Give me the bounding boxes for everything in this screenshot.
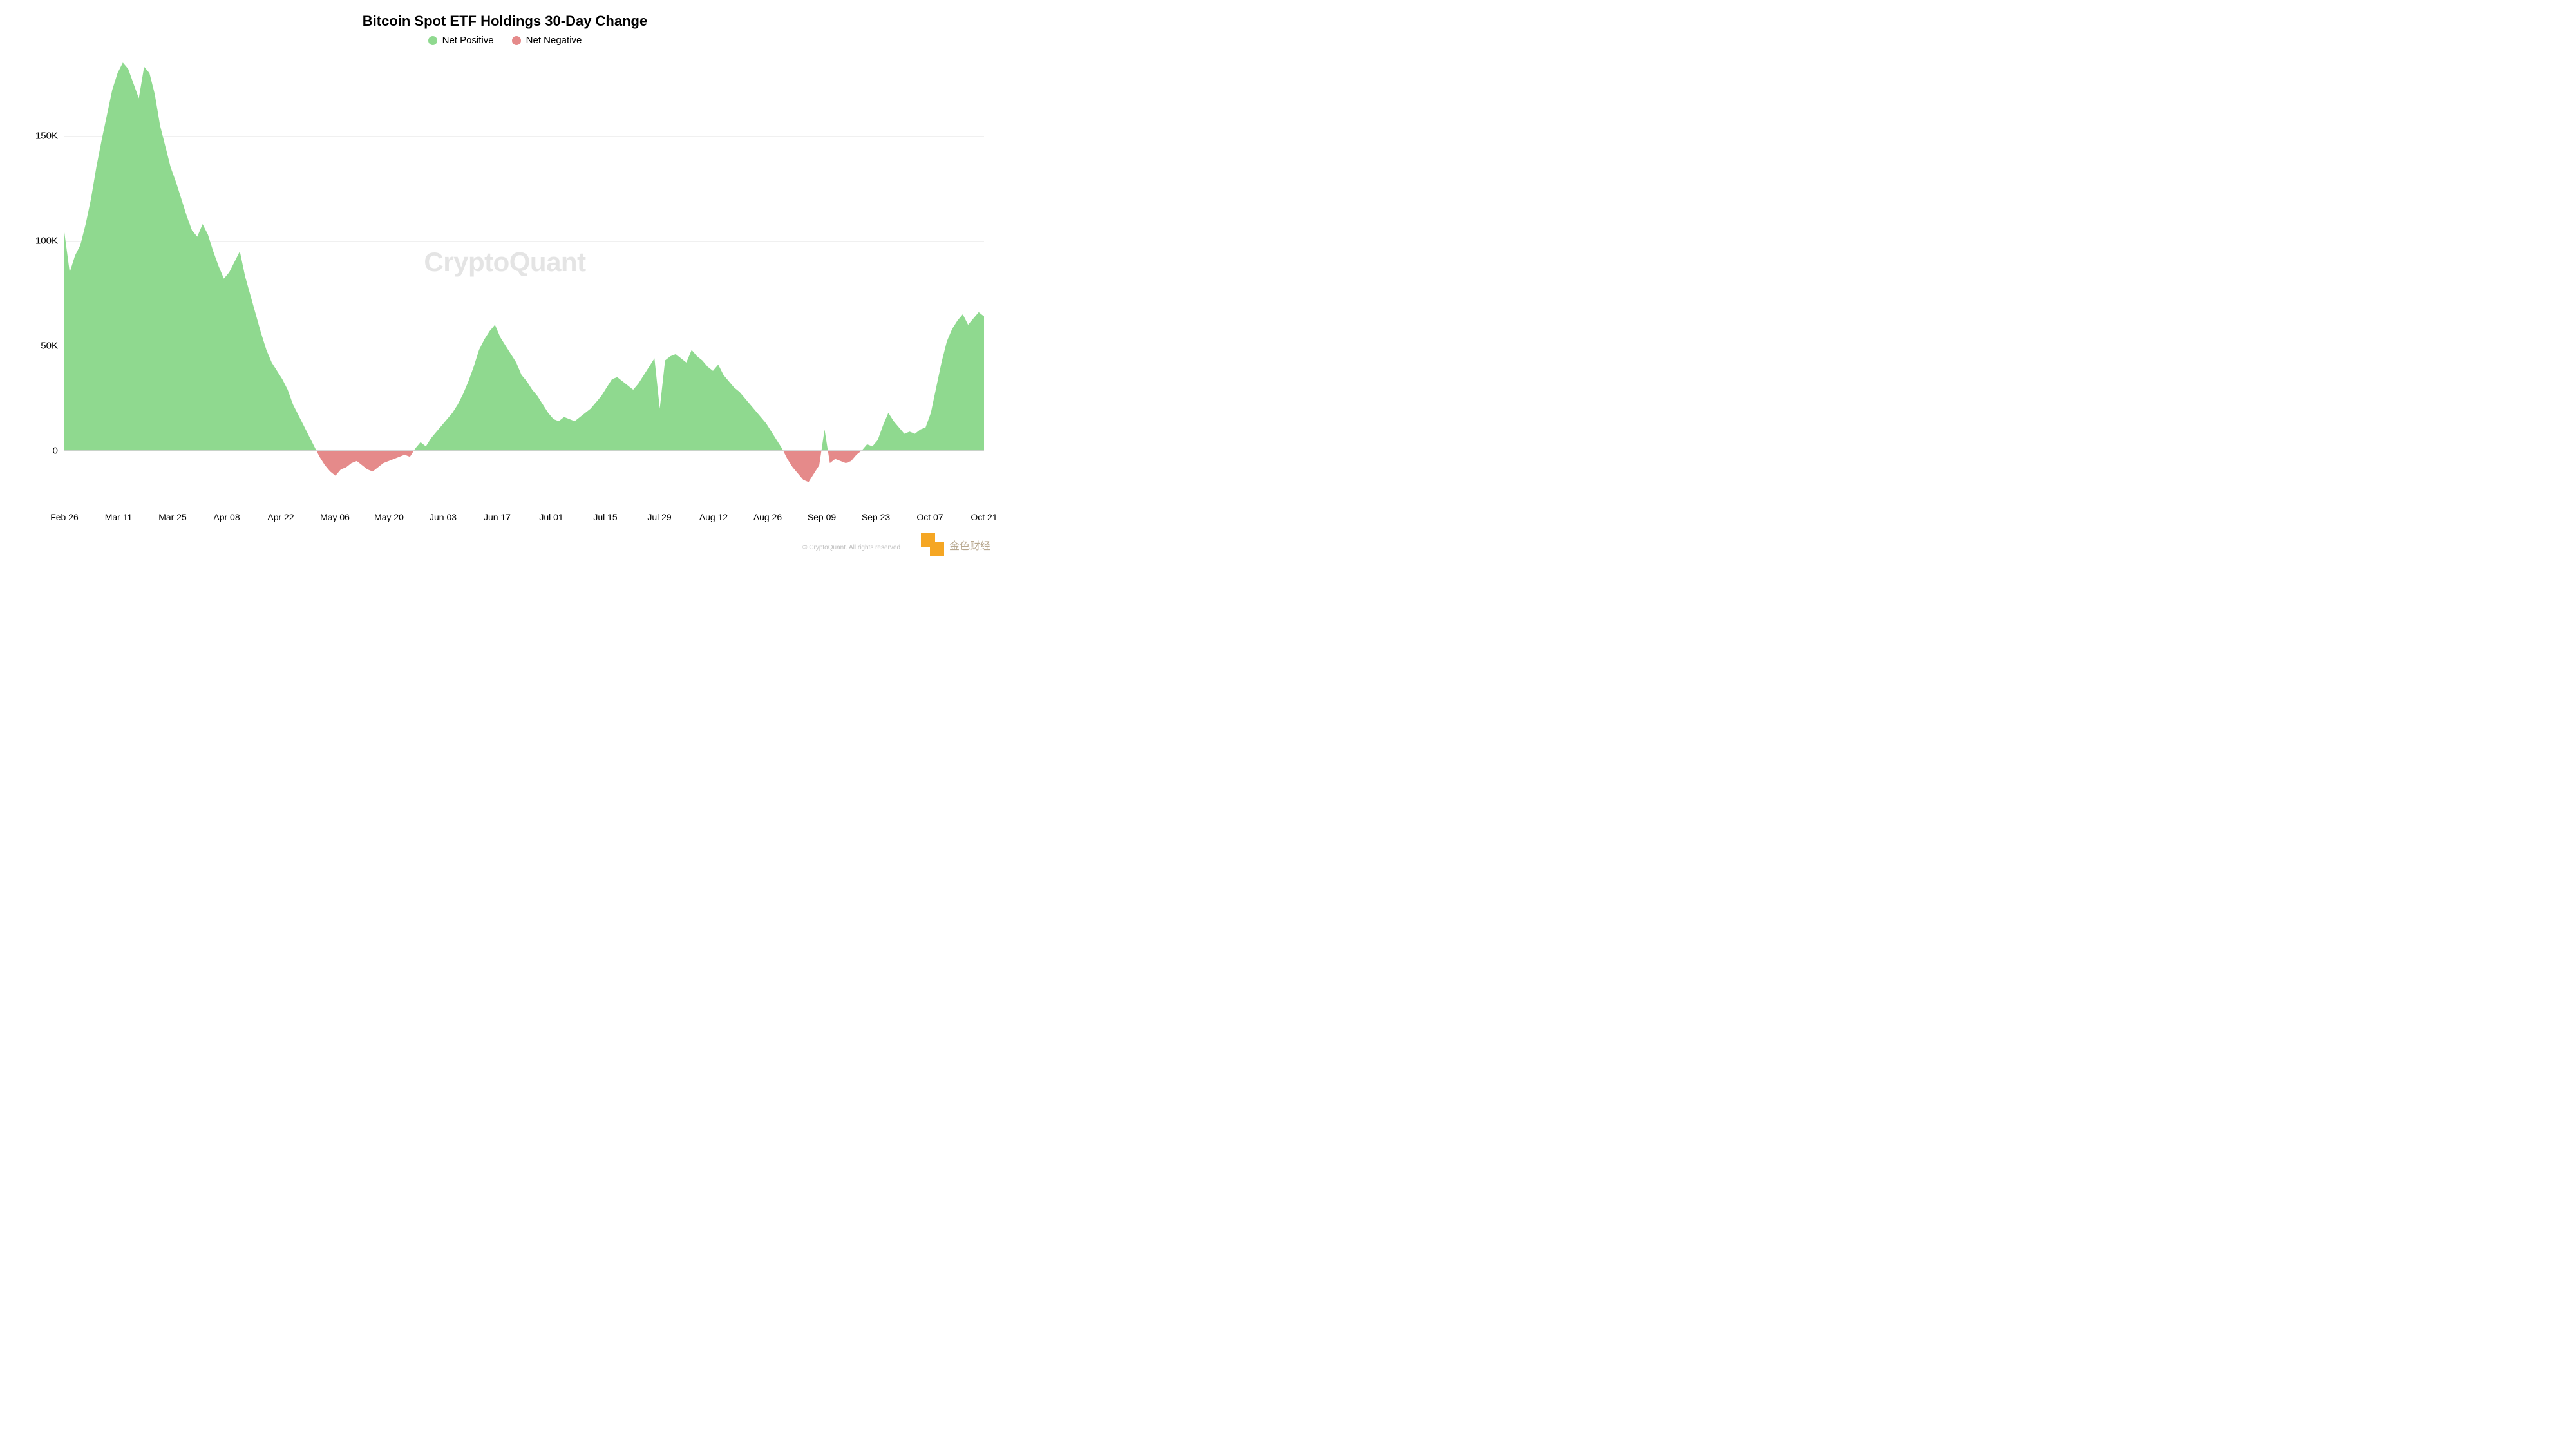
area-negative xyxy=(783,451,822,482)
y-tick: 150K xyxy=(35,131,58,142)
legend: Net Positive Net Negative xyxy=(26,35,984,46)
logo-icon xyxy=(921,533,944,556)
area-positive xyxy=(64,62,316,450)
y-tick: 0 xyxy=(53,445,58,456)
x-tick: Feb 26 xyxy=(50,512,79,522)
legend-item-negative: Net Negative xyxy=(512,35,582,46)
legend-dot-negative xyxy=(512,36,521,45)
x-tick: Mar 11 xyxy=(105,512,133,522)
x-tick: Oct 07 xyxy=(916,512,943,522)
footer-logo: 金色财经 xyxy=(921,533,990,556)
plot-area: 050K100K150K CryptoQuant Feb 26Mar 11Mar… xyxy=(26,52,984,529)
y-tick: 50K xyxy=(41,340,58,351)
area-chart-svg xyxy=(64,52,984,503)
x-tick: Aug 12 xyxy=(699,512,728,522)
logo-text: 金色财经 xyxy=(949,537,990,553)
x-tick: Apr 22 xyxy=(267,512,294,522)
x-tick: Apr 08 xyxy=(213,512,240,522)
legend-label-negative: Net Negative xyxy=(526,35,582,46)
legend-dot-positive xyxy=(428,36,437,45)
y-tick: 100K xyxy=(35,236,58,247)
x-tick: May 20 xyxy=(374,512,404,522)
x-tick: Oct 21 xyxy=(971,512,997,522)
x-tick: Jun 03 xyxy=(430,512,457,522)
legend-item-positive: Net Positive xyxy=(428,35,494,46)
area-negative xyxy=(828,451,862,464)
x-tick: Jul 01 xyxy=(539,512,563,522)
area-positive xyxy=(862,312,984,451)
x-tick: Jun 17 xyxy=(484,512,511,522)
x-tick: Jul 15 xyxy=(593,512,617,522)
area-negative xyxy=(316,451,413,476)
legend-label-positive: Net Positive xyxy=(442,35,494,46)
y-axis: 0 50K 100K 150K xyxy=(26,52,64,503)
chart-title: Bitcoin Spot ETF Holdings 30-Day Change xyxy=(26,13,984,30)
x-tick: Aug 26 xyxy=(753,512,782,522)
area-positive xyxy=(414,325,783,450)
area-positive xyxy=(822,430,828,451)
x-tick: Sep 23 xyxy=(862,512,890,522)
x-axis: Feb 26Mar 11Mar 25Apr 08Apr 22May 06May … xyxy=(64,503,984,529)
copyright-text: © CryptoQuant. All rights reserved xyxy=(802,544,900,551)
x-tick: Sep 09 xyxy=(808,512,836,522)
x-tick: Mar 25 xyxy=(158,512,187,522)
x-tick: Jul 29 xyxy=(647,512,671,522)
chart-container: Bitcoin Spot ETF Holdings 30-Day Change … xyxy=(0,0,1010,568)
x-tick: May 06 xyxy=(320,512,350,522)
